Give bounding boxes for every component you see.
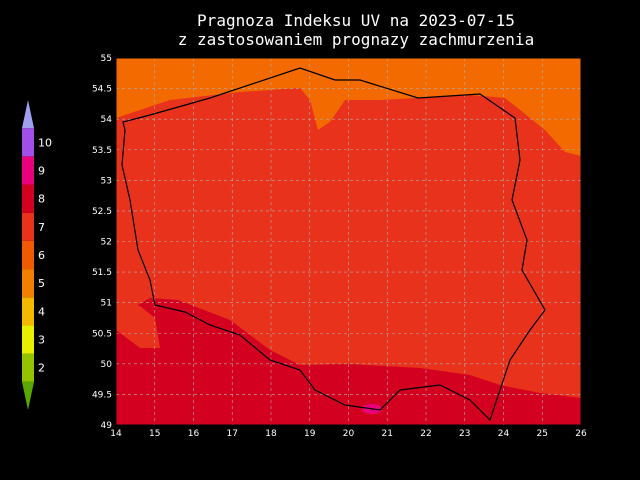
y-tick-label: 49 <box>101 421 113 431</box>
colorbar-label: 7 <box>38 221 45 234</box>
x-tick-label: 15 <box>149 429 160 439</box>
colorbar-segment <box>22 212 34 241</box>
y-tick-label: 53.5 <box>92 146 112 156</box>
colorbar-label: 6 <box>38 249 45 262</box>
x-tick-label: 20 <box>343 429 355 439</box>
colorbar-segment <box>22 156 34 185</box>
colorbar: 2 3 4 5 6 7 8 9 10 <box>22 100 52 410</box>
y-tick-label: 52.5 <box>92 207 112 217</box>
colorbar-segment <box>22 325 34 354</box>
x-tick-label: 16 <box>188 429 200 439</box>
y-tick-label: 50 <box>101 360 113 370</box>
x-tick-label: 25 <box>537 429 548 439</box>
x-tick-label: 22 <box>420 429 431 439</box>
y-tick-label: 54.5 <box>92 85 112 95</box>
uv-zone-7-patch <box>116 300 160 348</box>
x-tick-label: 23 <box>459 429 470 439</box>
title-line-2: z zastosowaniem prognazy zachmurzenia <box>178 30 534 49</box>
x-tick-label: 24 <box>498 429 510 439</box>
colorbar-label: 2 <box>38 362 45 375</box>
y-tick-label: 55 <box>101 54 112 64</box>
colorbar-segment <box>22 240 34 270</box>
colorbar-label: 3 <box>38 334 45 347</box>
x-tick-label: 17 <box>227 429 238 439</box>
x-tick-label: 21 <box>382 429 393 439</box>
colorbar-label: 4 <box>38 305 45 318</box>
colorbar-label: 10 <box>38 136 52 149</box>
x-tick-label: 18 <box>265 429 277 439</box>
colorbar-label: 8 <box>38 193 45 206</box>
colorbar-arrow-low <box>22 381 34 410</box>
colorbar-segment <box>22 269 34 298</box>
y-tick-label: 51 <box>101 299 112 309</box>
y-tick-label: 51.5 <box>92 268 112 278</box>
colorbar-segment <box>22 353 34 382</box>
title-line-1: Pragnoza Indeksu UV na 2023-07-15 <box>197 11 515 30</box>
colorbar-segment <box>22 184 34 213</box>
map-area <box>115 57 582 426</box>
y-tick-label: 49.5 <box>92 390 112 400</box>
colorbar-label: 5 <box>38 277 45 290</box>
colorbar-arrow-high <box>22 100 34 129</box>
y-tick-label: 52 <box>101 238 112 248</box>
map-frame <box>115 57 582 426</box>
y-tick-label: 50.5 <box>92 329 112 339</box>
colorbar-segment <box>22 128 34 157</box>
colorbar-segment <box>22 297 34 326</box>
y-tick-label: 54 <box>101 115 113 125</box>
country-border <box>121 67 546 422</box>
y-tick-label: 53 <box>101 176 112 186</box>
colorbar-label: 9 <box>38 164 45 177</box>
x-tick-label: 14 <box>110 429 122 439</box>
x-tick-label: 19 <box>304 429 316 439</box>
x-tick-label: 26 <box>575 429 587 439</box>
